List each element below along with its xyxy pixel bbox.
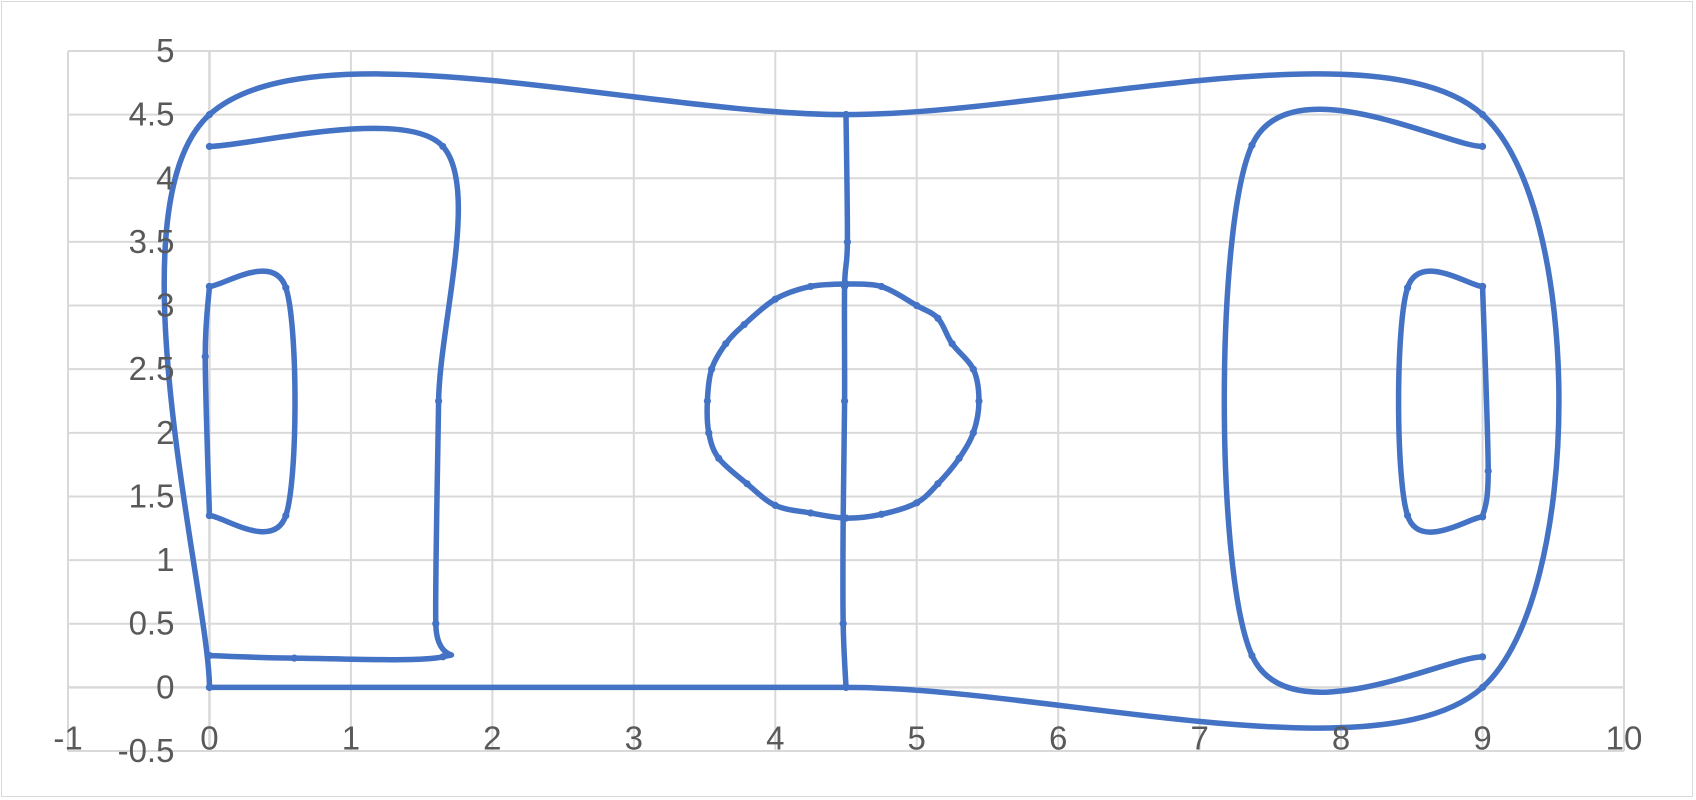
- data-point: [290, 654, 298, 662]
- series-4: [1395, 268, 1487, 535]
- data-point: [955, 454, 963, 462]
- y-tick-label: 1: [156, 541, 174, 578]
- series-7: [201, 282, 214, 520]
- data-point: [913, 301, 921, 310]
- data-point: [877, 510, 885, 518]
- series-line: [161, 71, 1562, 731]
- x-tick-label: 9: [1473, 719, 1491, 756]
- series-line: [202, 283, 213, 519]
- data-point: [722, 340, 730, 348]
- series-line: [1395, 268, 1486, 535]
- data-point: [205, 142, 214, 151]
- x-tick-label: 8: [1332, 719, 1350, 756]
- y-tick-label: 1.5: [129, 477, 175, 514]
- data-point: [934, 480, 942, 488]
- data-point: [807, 509, 815, 517]
- data-point: [1403, 284, 1412, 292]
- data-point: [1484, 467, 1492, 475]
- x-tick-label: 0: [200, 719, 218, 756]
- y-tick-label: 3: [156, 287, 174, 324]
- y-tick-label: -0.5: [118, 732, 175, 769]
- x-tick-label: 3: [625, 719, 643, 756]
- data-point: [205, 683, 214, 691]
- data-point: [843, 238, 852, 246]
- data-point: [1248, 141, 1256, 149]
- x-tick-label: 10: [1606, 719, 1643, 756]
- data-point: [432, 620, 440, 628]
- data-point: [282, 511, 290, 520]
- y-tick-label: 2.5: [129, 350, 175, 387]
- data-point: [205, 511, 214, 520]
- data-point: [435, 397, 443, 405]
- data-point: [205, 282, 214, 291]
- data-point: [839, 620, 847, 628]
- series-line: [1479, 283, 1491, 520]
- series-line: [206, 125, 462, 663]
- series-5: [839, 111, 852, 691]
- data-point: [969, 365, 977, 373]
- data-point: [703, 397, 711, 405]
- data-point: [842, 683, 850, 691]
- data-point: [740, 321, 748, 329]
- series-6: [703, 280, 983, 522]
- data-point: [969, 429, 977, 437]
- data-point: [913, 499, 921, 507]
- data-point: [1478, 111, 1487, 119]
- y-tick-label: 0.5: [129, 605, 175, 642]
- data-point: [201, 352, 209, 361]
- data-point: [975, 397, 983, 405]
- y-tick-label: 0: [156, 668, 174, 705]
- x-tick-label: 4: [766, 719, 784, 756]
- x-tick-label: -1: [53, 719, 82, 756]
- series-0: [161, 71, 1562, 731]
- data-point: [743, 480, 751, 488]
- data-point: [1478, 513, 1487, 521]
- series-8: [1478, 282, 1492, 521]
- data-point: [439, 142, 447, 151]
- data-point: [771, 295, 779, 303]
- data-point: [1478, 142, 1487, 151]
- data-point: [842, 280, 850, 288]
- y-tick-label: 3.5: [129, 223, 175, 260]
- data-point: [840, 397, 849, 405]
- data-point: [948, 340, 956, 348]
- data-point: [715, 454, 723, 462]
- data-point: [282, 284, 290, 292]
- x-tick-label: 2: [483, 719, 501, 756]
- x-tick-label: 5: [908, 719, 926, 756]
- data-point: [439, 653, 447, 661]
- data-point: [1478, 653, 1487, 661]
- data-point: [205, 651, 214, 660]
- series-2: [205, 268, 298, 535]
- data-point: [1403, 511, 1412, 520]
- data-point: [1478, 282, 1487, 291]
- data-point: [1248, 651, 1256, 660]
- data-point: [842, 111, 850, 119]
- series-layer: [161, 71, 1562, 731]
- data-point: [205, 111, 214, 119]
- x-tick-label: 7: [1190, 719, 1208, 756]
- data-point: [705, 429, 713, 437]
- data-point: [877, 282, 885, 291]
- tick-labels: -1 0 1 2 3 4 5 6 7 8 9 10 -0.5 0 0.5 1 1.5 2 2.5 3 3.5 4 4.5 5: [53, 32, 1642, 769]
- data-point: [1478, 683, 1487, 691]
- data-point: [807, 282, 815, 291]
- data-point: [934, 314, 942, 322]
- series-1: [205, 125, 462, 663]
- y-tick-label: 2: [156, 414, 174, 451]
- series-3: [1221, 106, 1487, 695]
- data-point: [708, 365, 716, 373]
- y-tick-label: 4: [156, 159, 174, 196]
- data-point: [771, 501, 779, 509]
- data-point: [842, 514, 850, 522]
- x-tick-label: 1: [342, 719, 360, 756]
- y-tick-label: 4.5: [129, 96, 175, 133]
- series-line: [1221, 106, 1486, 695]
- x-tick-label: 6: [1049, 719, 1067, 756]
- series-line: [206, 268, 298, 535]
- y-tick-label: 5: [156, 32, 174, 69]
